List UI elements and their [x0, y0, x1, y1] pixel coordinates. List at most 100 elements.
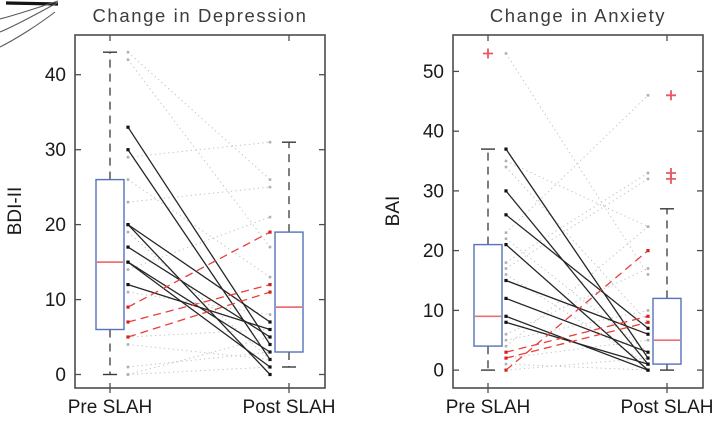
- iqr-box: [274, 231, 304, 353]
- patient-line: [505, 315, 649, 353]
- patient-line: [505, 238, 649, 353]
- post-marker: [268, 350, 272, 354]
- patient-line: [127, 179, 271, 278]
- y-tick-label: 0: [55, 365, 66, 386]
- panel-title: Change in Depression: [92, 5, 307, 26]
- patient-line: [127, 246, 271, 338]
- post-marker: [646, 249, 650, 253]
- x-tick-label-post: Post SLAH: [621, 397, 714, 418]
- outlier-plus-marker: [483, 48, 493, 59]
- patient-line: [505, 250, 649, 371]
- y-tick-label: 30: [423, 181, 444, 202]
- patient-line: [127, 224, 271, 323]
- pre-marker: [126, 283, 130, 287]
- pre-marker: [126, 320, 130, 324]
- pre-marker: [126, 365, 130, 369]
- post-marker: [268, 335, 272, 339]
- boxplot-pre: [473, 48, 503, 371]
- post-marker: [646, 225, 650, 228]
- pre-marker: [504, 165, 508, 169]
- patient-line: [505, 279, 649, 335]
- ticks: [453, 35, 703, 393]
- post-marker: [268, 365, 272, 369]
- pre-marker: [504, 231, 508, 234]
- post-marker: [268, 140, 272, 144]
- post-marker: [268, 185, 272, 189]
- patient-line: [505, 53, 649, 275]
- patient-line: [127, 186, 271, 203]
- pre-marker: [126, 58, 130, 61]
- post-marker: [268, 283, 272, 287]
- pre-marker: [126, 148, 130, 152]
- patient-line: [127, 351, 271, 368]
- post-marker: [646, 326, 650, 330]
- y-tick-label: 10: [45, 290, 66, 311]
- pre-marker: [504, 261, 508, 264]
- y-tick-label: 40: [45, 65, 66, 86]
- pre-marker: [504, 243, 508, 247]
- pre-marker: [126, 155, 130, 159]
- post-marker: [268, 290, 272, 294]
- pre-marker: [126, 245, 130, 249]
- patient-line: [505, 148, 649, 359]
- series-decrease: [126, 125, 272, 377]
- post-marker: [268, 275, 272, 279]
- series-no-reliable-change: [126, 50, 272, 376]
- panel-title: Change in Anxiety: [490, 5, 666, 26]
- pre-marker: [504, 344, 508, 348]
- pre-marker: [504, 350, 508, 354]
- pre-marker: [504, 296, 508, 300]
- panel-depression: 0 10 20 30 40 Pre SLAH Post SLAH Change in Depr…: [5, 5, 335, 418]
- patient-line: [505, 190, 649, 365]
- corner-arcs-decoration: [0, 0, 59, 48]
- pre-marker: [126, 200, 130, 204]
- pre-marker: [504, 273, 508, 276]
- pre-marker: [504, 320, 508, 324]
- axes-box: [74, 34, 326, 389]
- pre-marker: [504, 147, 508, 151]
- patient-line: [505, 178, 649, 269]
- patient-line: [127, 291, 271, 338]
- pre-marker: [504, 159, 508, 163]
- patient-line: [127, 141, 271, 158]
- patient-line: [505, 321, 649, 359]
- iqr-box: [473, 243, 503, 347]
- y-axis-label: BAI: [383, 196, 404, 227]
- y-tick-label: 50: [423, 62, 444, 83]
- patient-line: [505, 214, 649, 329]
- post-marker: [646, 362, 650, 366]
- iqr-box: [652, 297, 682, 365]
- patient-line: [127, 231, 271, 308]
- pre-marker: [504, 356, 508, 360]
- post-marker: [646, 171, 650, 175]
- y-tick-labels: 0 10 20 30 40: [45, 65, 66, 386]
- post-marker: [646, 94, 650, 97]
- patient-line: [127, 149, 271, 360]
- patient-line: [505, 363, 649, 371]
- y-tick-label: 10: [423, 301, 444, 322]
- x-tick-label-pre: Pre SLAH: [68, 397, 152, 418]
- post-marker: [268, 320, 272, 324]
- outlier-plus-marker: [666, 173, 676, 184]
- post-marker: [646, 338, 650, 342]
- patient-line: [127, 329, 271, 338]
- post-marker: [268, 313, 272, 316]
- x-tick-label-pre: Pre SLAH: [446, 397, 530, 418]
- series-increase: [126, 230, 272, 339]
- patient-line: [127, 283, 271, 323]
- patient-line: [127, 344, 271, 360]
- post-marker: [646, 273, 650, 276]
- axes-box: [452, 34, 704, 389]
- panels-group: 0 10 20 30 40 Pre SLAH Post SLAH Change in Depr…: [5, 5, 713, 418]
- patient-line: [127, 366, 271, 375]
- pre-marker: [504, 362, 508, 366]
- y-tick-labels: 0 10 20 30 40 50: [423, 62, 444, 382]
- post-marker: [646, 314, 650, 318]
- patient-line: [505, 297, 649, 353]
- pre-marker: [504, 368, 508, 372]
- post-marker: [646, 267, 650, 270]
- pre-marker: [126, 178, 130, 181]
- pre-marker: [126, 230, 130, 234]
